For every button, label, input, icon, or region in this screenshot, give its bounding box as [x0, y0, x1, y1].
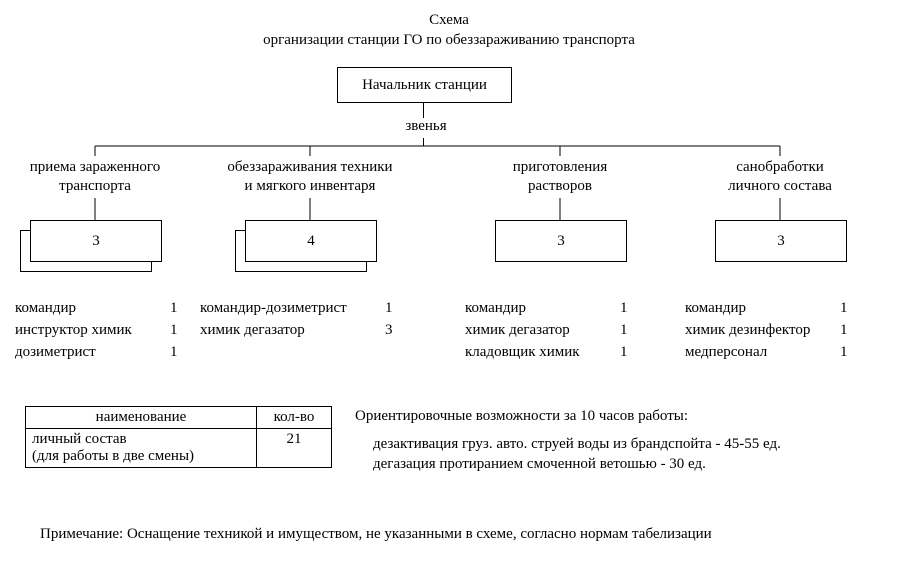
role-count: 3: [385, 322, 405, 339]
role-count: 1: [840, 322, 860, 339]
role-label: медперсонал: [685, 344, 840, 361]
branch-name: приема зараженноготранспорта: [0, 158, 205, 196]
summary-header: наименование: [26, 407, 257, 429]
summary-name-cell: личный состав(для работы в две смены): [26, 429, 257, 468]
title-line1: Схема: [0, 12, 898, 29]
role-count: 1: [840, 300, 860, 317]
role-label: командир-дозиметрист: [200, 300, 385, 317]
summary-count-cell: 21: [257, 429, 332, 468]
role-count: 1: [170, 300, 190, 317]
branch-count-box: 3: [30, 220, 162, 262]
role-label: дозиметрист: [15, 344, 170, 361]
branch-count-box: 3: [715, 220, 847, 262]
role-label: химик дезинфектор: [685, 322, 840, 339]
summary-header: кол-во: [257, 407, 332, 429]
title-line2: организации станции ГО по обеззараживани…: [0, 32, 898, 49]
role-count: 1: [385, 300, 405, 317]
role-label: командир: [685, 300, 840, 317]
role-count: 1: [170, 344, 190, 361]
role-label: командир: [465, 300, 620, 317]
branch-name: санобработкиличного состава: [670, 158, 890, 196]
branch-name: приготовлениярастворов: [450, 158, 670, 196]
role-count: 1: [840, 344, 860, 361]
capabilities-line: дегазация протиранием смоченной ветошью …: [373, 456, 706, 473]
branch-count-box: 3: [495, 220, 627, 262]
capabilities-line: дезактивация груз. авто. струей воды из …: [373, 436, 781, 453]
role-label: инструктор химик: [15, 322, 170, 339]
note-text: Примечание: Оснащение техникой и имущест…: [40, 526, 858, 543]
summary-table: наименованиекол-воличный состав(для рабо…: [25, 406, 332, 468]
role-count: 1: [620, 322, 640, 339]
role-label: кладовщик химик: [465, 344, 620, 361]
capabilities-title: Ориентировочные возможности за 10 часов …: [355, 408, 688, 425]
role-count: 1: [620, 344, 640, 361]
links-label: звенья: [396, 118, 456, 135]
role-count: 1: [170, 322, 190, 339]
branch-count-box: 4: [245, 220, 377, 262]
role-label: командир: [15, 300, 170, 317]
role-count: 1: [620, 300, 640, 317]
branch-name: обеззараживания техникии мягкого инвента…: [200, 158, 420, 196]
role-label: химик дегазатор: [200, 322, 385, 339]
role-label: химик дегазатор: [465, 322, 620, 339]
root-box: Начальник станции: [337, 67, 512, 103]
